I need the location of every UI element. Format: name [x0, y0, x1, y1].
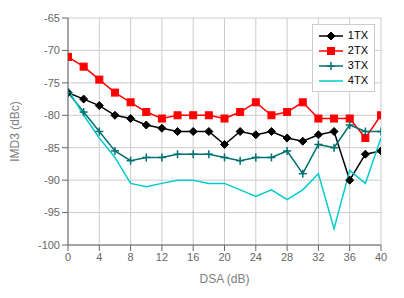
svg-text:12: 12	[156, 251, 168, 263]
svg-text:-80: -80	[44, 109, 60, 121]
svg-text:-90: -90	[44, 174, 60, 186]
html-text:2TX: 2TX	[347, 44, 368, 56]
svg-text:28: 28	[281, 251, 293, 263]
html-text:1TX: 1TX	[347, 29, 368, 41]
svg-text:4: 4	[96, 251, 102, 263]
svg-text:-65: -65	[44, 12, 60, 24]
svg-text:40: 40	[375, 251, 387, 263]
svg-text:36: 36	[344, 251, 356, 263]
html-text:3TX: 3TX	[347, 59, 368, 71]
svg-text:-85: -85	[44, 142, 60, 154]
svg-text:IMD3 (dBc): IMD3 (dBc)	[8, 101, 22, 162]
svg-text:-100: -100	[38, 239, 60, 251]
html-text:4TX: 4TX	[347, 74, 368, 86]
svg-text:-75: -75	[44, 77, 60, 89]
svg-text:DSA (dB): DSA (dB)	[199, 272, 249, 286]
svg-text:8: 8	[128, 251, 134, 263]
svg-text:32: 32	[312, 251, 324, 263]
svg-text:-95: -95	[44, 206, 60, 218]
svg-text:24: 24	[250, 251, 262, 263]
svg-text:20: 20	[218, 251, 230, 263]
svg-text:16: 16	[187, 251, 199, 263]
svg-text:-70: -70	[44, 44, 60, 56]
svg-text:0: 0	[65, 251, 71, 263]
